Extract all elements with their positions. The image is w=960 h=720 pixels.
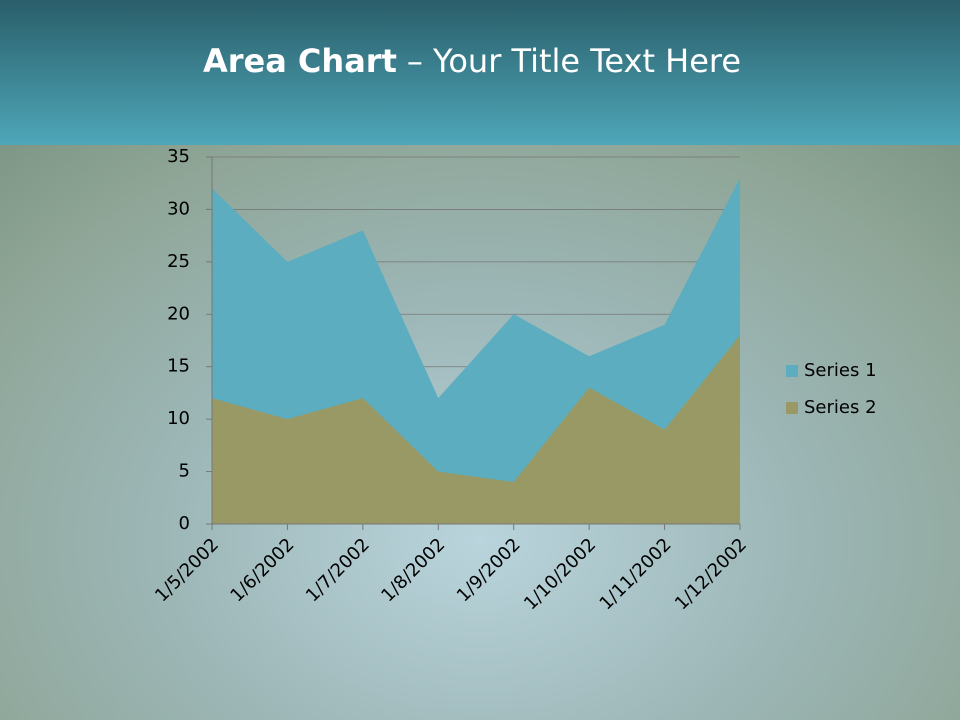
legend-swatch	[786, 402, 798, 414]
y-tick-label: 25	[167, 251, 190, 272]
y-tick-label: 20	[167, 303, 190, 324]
y-tick-label: 10	[167, 408, 190, 429]
y-tick-label: 5	[179, 461, 190, 482]
legend-label: Series 1	[804, 360, 877, 381]
legend-swatch	[786, 365, 798, 377]
y-tick-label: 0	[179, 513, 190, 534]
header	[0, 0, 960, 145]
title-bold: Area Chart	[203, 42, 397, 80]
legend-label: Series 2	[804, 397, 877, 418]
slide-title: Area Chart – Your Title Text Here	[203, 42, 741, 80]
area	[212, 335, 740, 524]
y-tick-label: 35	[167, 146, 190, 167]
title-text: – Your Title Text Here	[407, 42, 741, 80]
y-tick-label: 15	[167, 356, 190, 377]
y-tick-label: 30	[167, 198, 190, 219]
